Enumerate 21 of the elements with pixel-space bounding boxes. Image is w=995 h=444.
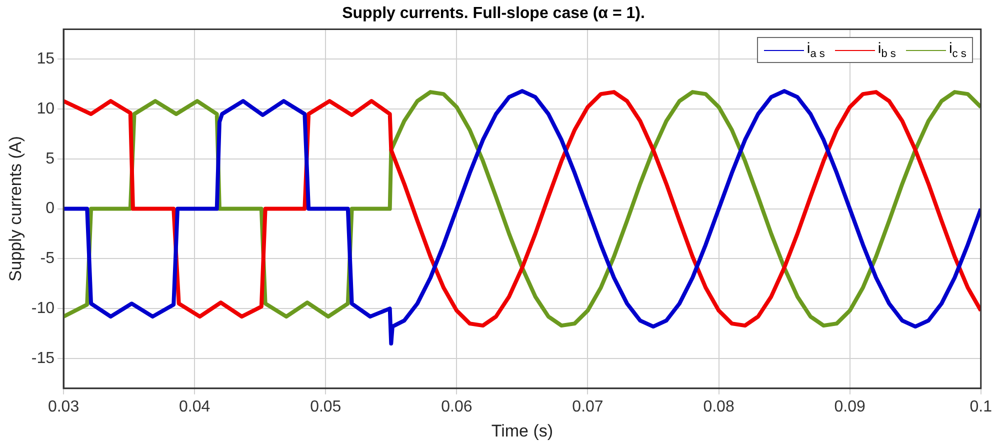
x-axis-title: Time (s) bbox=[491, 421, 554, 440]
x-tick-label: 0.06 bbox=[441, 398, 472, 416]
legend-label: i$_{c s}$ bbox=[948, 40, 966, 60]
y-tick-label: 15 bbox=[36, 50, 55, 68]
y-tick-label: -5 bbox=[40, 250, 55, 268]
x-tick-label: 0.09 bbox=[834, 398, 866, 416]
y-tick-label: 0 bbox=[46, 200, 55, 218]
y-axis-title: Supply currents (A) bbox=[6, 136, 25, 282]
x-tick-label: 0.1 bbox=[970, 398, 992, 416]
x-tick-label: 0.04 bbox=[179, 398, 210, 416]
chart-title: Supply currents. Full-slope case (α = 1). bbox=[342, 5, 645, 22]
y-tick-label: -15 bbox=[31, 350, 55, 367]
y-tick-label: -10 bbox=[31, 300, 55, 317]
x-tick-label: 0.05 bbox=[310, 398, 342, 416]
y-tick-label: 10 bbox=[36, 100, 55, 118]
x-tick-label: 0.03 bbox=[48, 398, 80, 416]
x-tick-label: 0.08 bbox=[703, 398, 734, 416]
legend-label: i$_{b s}$ bbox=[878, 40, 896, 60]
legend-label: i$_{a s}$ bbox=[806, 40, 825, 60]
x-tick-label: 0.07 bbox=[572, 398, 604, 416]
y-tick-label: 5 bbox=[46, 150, 55, 168]
